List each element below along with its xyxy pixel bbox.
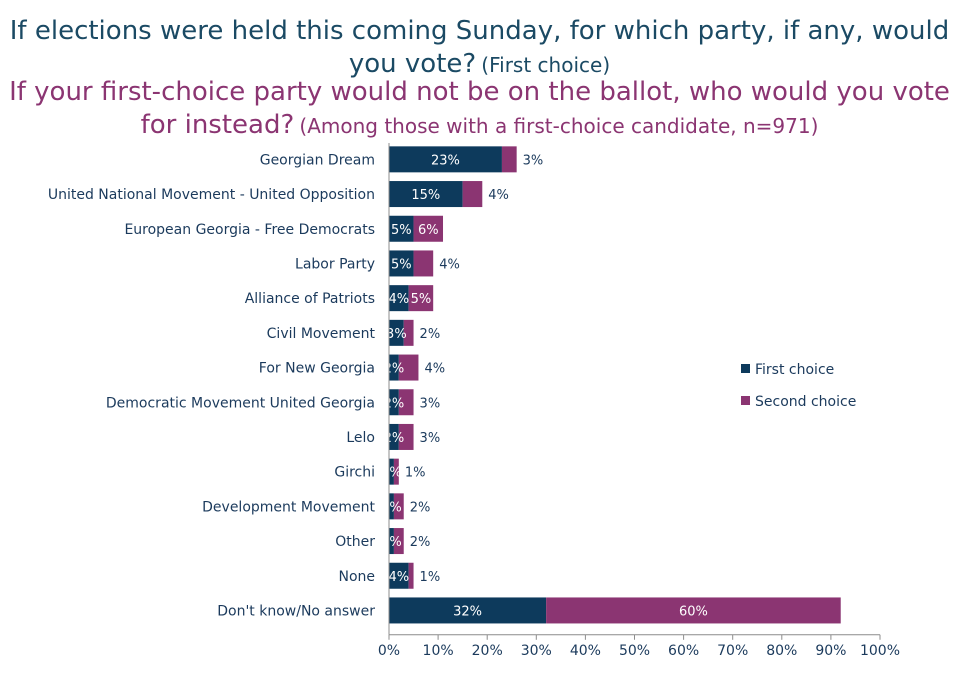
bar-first-choice — [389, 493, 394, 520]
category-label: Lelo — [346, 430, 375, 446]
data-label-second-choice: 3% — [420, 396, 441, 411]
data-label-second-choice: 2% — [410, 535, 431, 550]
data-label-first-choice: 32% — [453, 604, 482, 619]
x-tick-label: 60% — [668, 643, 699, 659]
data-label-first-choice: 5% — [391, 257, 412, 272]
bar-first-choice — [389, 215, 414, 242]
data-label-second-choice: 1% — [405, 466, 426, 481]
data-label-second-choice: 60% — [679, 604, 708, 619]
bar-second-choice — [393, 458, 399, 485]
bar-second-choice — [413, 215, 444, 242]
x-tick-label: 80% — [766, 643, 797, 659]
title-line-1: If elections were held this coming Sunda… — [9, 16, 950, 46]
title-note: (First choice) — [481, 53, 611, 77]
title-line-2: you vote? — [348, 49, 477, 79]
chart-subtitle: If your first-choice party would not be … — [0, 77, 959, 143]
category-label: European Georgia - Free Democrats — [124, 222, 375, 238]
x-tick-label: 0% — [378, 643, 400, 659]
bar-second-choice — [546, 597, 841, 624]
legend-label-second-choice: Second choice — [755, 394, 856, 410]
data-label-second-choice: 2% — [410, 500, 431, 515]
bar-first-choice — [389, 285, 409, 312]
data-label-second-choice: 4% — [488, 188, 509, 203]
category-label: Georgian Dream — [260, 152, 375, 168]
bar-second-choice — [403, 319, 414, 346]
data-label-second-choice: 6% — [418, 223, 439, 238]
data-label-first-choice: 2% — [384, 431, 405, 446]
bar-second-choice — [393, 528, 404, 555]
data-label-first-choice: 2% — [384, 362, 405, 377]
category-label: Alliance of Patriots — [245, 291, 375, 307]
x-tick-label: 20% — [472, 643, 503, 659]
bar-first-choice — [389, 319, 404, 346]
data-label-first-choice: 5% — [391, 223, 412, 238]
x-tick-label: 100% — [860, 643, 900, 659]
data-label-first-choice: 15% — [411, 188, 440, 203]
data-label-second-choice: 5% — [411, 292, 432, 307]
bar-second-choice — [398, 389, 414, 416]
bar-first-choice — [389, 597, 547, 624]
data-label-second-choice: 1% — [420, 570, 441, 585]
data-label-first-choice: 1% — [381, 535, 402, 550]
data-label-second-choice: 2% — [420, 327, 441, 342]
bar-first-choice — [389, 354, 399, 381]
category-label: For New Georgia — [259, 361, 375, 377]
x-tick-label: 30% — [521, 643, 552, 659]
x-tick-label: 40% — [570, 643, 601, 659]
data-label-second-choice: 3% — [420, 431, 441, 446]
category-label: None — [338, 569, 375, 585]
bar-second-choice — [462, 181, 483, 208]
bar-second-choice — [408, 562, 414, 589]
category-label: Girchi — [334, 465, 375, 481]
bar-first-choice — [389, 146, 502, 173]
category-label: Civil Movement — [267, 326, 376, 342]
chart-title: If elections were held this coming Sunda… — [0, 16, 959, 82]
data-label-first-choice: 4% — [389, 292, 410, 307]
bar-first-choice — [389, 562, 409, 589]
legend-swatch-second-choice — [741, 396, 750, 405]
data-label-first-choice: 3% — [386, 327, 407, 342]
x-tick-label: 90% — [815, 643, 846, 659]
bar-second-choice — [408, 285, 434, 312]
bar-second-choice — [398, 423, 414, 450]
data-label-second-choice: 4% — [424, 362, 445, 377]
bar-first-choice — [389, 528, 394, 555]
legend-swatch-first-choice — [741, 364, 750, 373]
subtitle-note: (Among those with a first-choice candida… — [299, 114, 819, 138]
bar-second-choice — [501, 146, 517, 173]
subtitle-line-2: for instead? — [140, 110, 295, 140]
bar-second-choice — [393, 493, 404, 520]
bar-first-choice — [389, 389, 399, 416]
category-label: Democratic Movement United Georgia — [106, 395, 375, 411]
category-label: Labor Party — [295, 256, 375, 272]
data-label-second-choice: 4% — [439, 257, 460, 272]
bar-first-choice — [389, 423, 399, 450]
bar-second-choice — [413, 250, 434, 277]
data-label-first-choice: 23% — [431, 153, 460, 168]
data-label-first-choice: 1% — [381, 500, 402, 515]
category-label: United National Movement - United Opposi… — [48, 187, 375, 203]
legend-label-first-choice: First choice — [755, 362, 834, 378]
bar-second-choice — [398, 354, 419, 381]
x-tick-label: 50% — [619, 643, 650, 659]
data-label-second-choice: 3% — [523, 153, 544, 168]
category-label: Development Movement — [202, 499, 375, 515]
data-label-first-choice: 2% — [384, 396, 405, 411]
x-tick-label: 10% — [423, 643, 454, 659]
data-label-first-choice: 1% — [381, 466, 402, 481]
x-tick-label: 70% — [717, 643, 748, 659]
bar-first-choice — [389, 250, 414, 277]
data-label-first-choice: 4% — [389, 570, 410, 585]
bar-first-choice — [389, 181, 463, 208]
category-label: Don't know/No answer — [217, 603, 375, 619]
subtitle-line-1: If your first-choice party would not be … — [9, 77, 950, 107]
bar-first-choice — [389, 458, 394, 485]
category-label: Other — [335, 534, 375, 550]
